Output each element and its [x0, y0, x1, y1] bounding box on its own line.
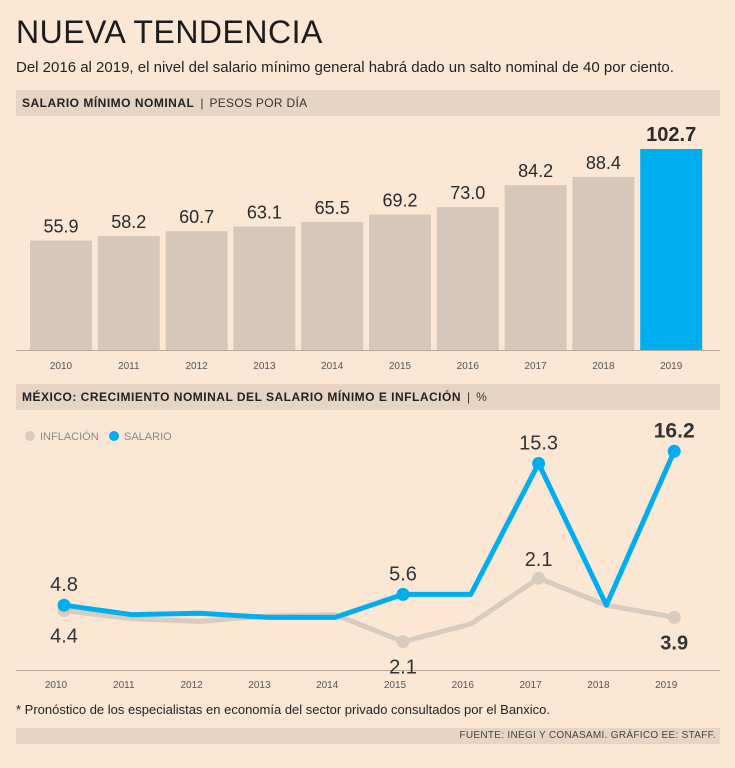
legend-salary-label: SALARIO: [124, 431, 172, 443]
line-chart-header: MÉXICO: CRECIMIENTO NOMINAL DEL SALARIO …: [16, 384, 720, 410]
bar-2016: [436, 207, 499, 350]
line-chart-unit: %: [476, 390, 488, 404]
salary-point: [396, 587, 410, 601]
bar-2010: [30, 240, 92, 350]
inflation-value-label: 2.1: [525, 549, 553, 571]
legend-salary-dot: [109, 431, 119, 441]
bar-x-tick-label: 2016: [457, 361, 480, 372]
salary-value-label: 15.3: [519, 432, 558, 454]
bar-chart-header: SALARIO MÍNIMO NOMINAL | PESOS POR DÍA: [16, 90, 720, 116]
bar-2013: [233, 226, 296, 350]
line-x-tick-label: 2014: [316, 680, 339, 691]
line-x-tick-label: 2016: [452, 680, 475, 691]
bar-value-label: 58.2: [111, 212, 146, 232]
bar-value-label: 60.7: [179, 207, 214, 227]
line-x-tick-label: 2012: [180, 680, 203, 691]
salary-value-label: 4.8: [50, 574, 78, 596]
inflation-point: [667, 610, 681, 624]
bar-x-tick-label: 2017: [524, 361, 547, 372]
header-separator: |: [200, 96, 204, 110]
bar-x-tick-label: 2014: [321, 361, 344, 372]
bar-x-tick-label: 2015: [389, 361, 412, 372]
line-x-tick-label: 2017: [519, 680, 542, 691]
bar-value-label: 73.0: [450, 183, 485, 203]
header-separator: |: [467, 390, 471, 404]
bar-value-label: 69.2: [382, 191, 417, 211]
inflation-value-label: 2.1: [389, 657, 417, 679]
bar-value-label: 55.9: [43, 217, 78, 237]
inflation-value-label: 4.4: [50, 626, 78, 648]
bar-x-tick-label: 2018: [592, 361, 615, 372]
salary-point: [57, 598, 71, 612]
bar-x-tick-label: 2010: [50, 361, 73, 372]
page-title: NUEVA TENDENCIA: [16, 14, 323, 50]
bar-x-tick-label: 2012: [185, 361, 208, 372]
inflation-point: [532, 571, 546, 585]
legend-inflation-dot: [25, 431, 35, 441]
bar-2011: [97, 236, 160, 350]
bar-x-tick-label: 2011: [118, 361, 140, 372]
legend-inflation-label: INFLACIÓN: [40, 430, 99, 443]
bar-value-label: 88.4: [586, 153, 621, 173]
bar-2019: [640, 149, 703, 350]
bar-2012: [165, 231, 228, 350]
bar-value-label: 102.7: [646, 124, 696, 146]
bar-2015: [369, 214, 431, 350]
bar-2018: [572, 176, 635, 350]
line-chart-title: MÉXICO: CRECIMIENTO NOMINAL DEL SALARIO …: [22, 390, 462, 404]
salary-value-label: 5.6: [389, 563, 417, 585]
line-x-tick-label: 2019: [655, 680, 678, 691]
bar-x-tick-label: 2013: [253, 361, 276, 372]
line-x-tick-label: 2010: [45, 680, 68, 691]
salary-value-label: 16.2: [654, 419, 695, 442]
bar-chart-unit: PESOS POR DÍA: [209, 96, 308, 110]
footnote: * Pronóstico de los especialistas en eco…: [16, 702, 551, 717]
line-x-tick-label: 2015: [384, 680, 407, 691]
bar-x-tick-label: 2019: [660, 361, 683, 372]
inflation-point: [396, 635, 410, 649]
salary-point: [667, 444, 681, 458]
inflation-value-label: 3.9: [660, 632, 688, 654]
source-bar: FUENTE: INEGI Y CONASAMI. GRÁFICO EE: ST…: [16, 728, 720, 744]
bar-value-label: 84.2: [518, 161, 553, 181]
salary-line: [63, 450, 677, 620]
bar-chart-title: SALARIO MÍNIMO NOMINAL: [22, 96, 195, 110]
bar-2014: [301, 221, 364, 350]
source-text: FUENTE: INEGI Y CONASAMI. GRÁFICO EE: ST…: [459, 730, 716, 741]
line-x-tick-label: 2013: [248, 680, 271, 691]
bar-value-label: 65.5: [315, 198, 350, 218]
salary-point: [532, 456, 546, 470]
line-x-tick-label: 2011: [113, 680, 135, 691]
inflation-line: [63, 575, 675, 645]
page-subtitle: Del 2016 al 2019, el nivel del salario m…: [16, 59, 674, 76]
line-x-tick-label: 2018: [587, 680, 610, 691]
bar-2017: [504, 185, 567, 350]
bar-value-label: 63.1: [247, 203, 282, 223]
